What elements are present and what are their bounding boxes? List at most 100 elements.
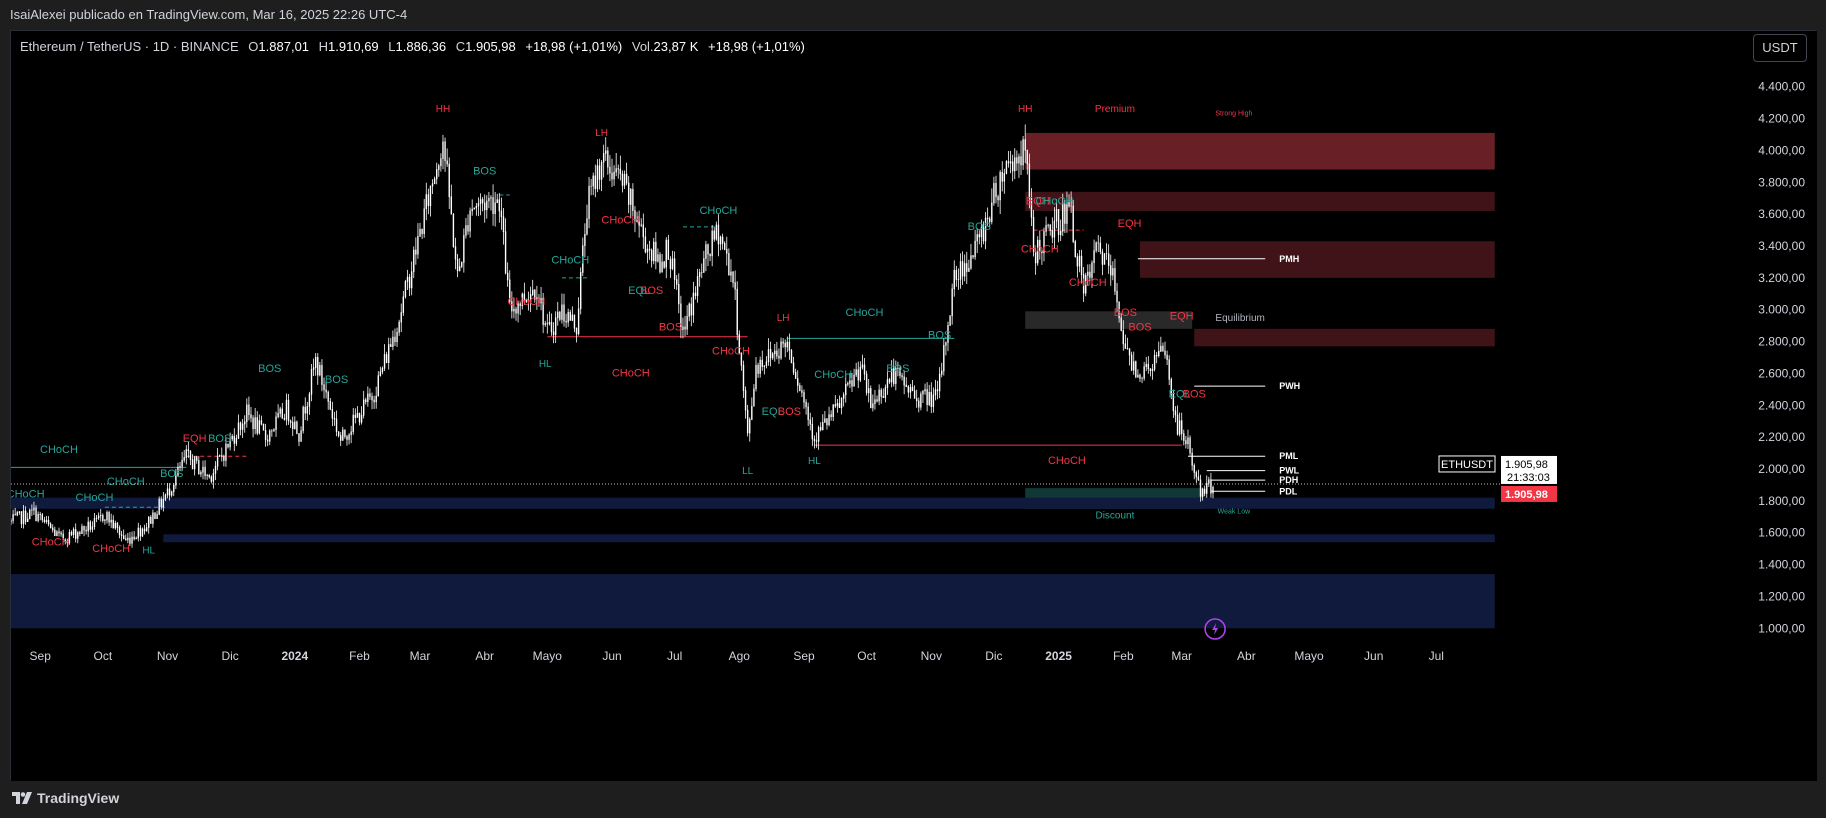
level-label: PML bbox=[1279, 451, 1299, 461]
structure-label: EQH bbox=[1026, 196, 1050, 208]
y-axis-tick-label: 2.800,00 bbox=[1758, 335, 1805, 349]
structure-label: BOS bbox=[325, 374, 348, 386]
x-axis-tick-label: Feb bbox=[349, 649, 370, 663]
price-tag-value: 1.905,98 bbox=[1505, 459, 1548, 471]
structure-label: CHoCH bbox=[601, 215, 639, 227]
x-axis-tick-label: Jul bbox=[1429, 649, 1444, 663]
countdown: 21:33:03 bbox=[1507, 472, 1550, 484]
y-axis-tick-label: 1.800,00 bbox=[1758, 494, 1805, 508]
structure-label: CHoCH bbox=[507, 296, 545, 308]
x-axis-tick-label: Jul bbox=[667, 649, 682, 663]
open-label: O bbox=[248, 39, 259, 54]
structure-label: EQH bbox=[1118, 218, 1142, 230]
structure-label: CHoCH bbox=[1035, 196, 1073, 208]
structure-label: EQH bbox=[1170, 310, 1194, 322]
structure-label: BOS bbox=[968, 221, 991, 233]
chart-frame[interactable]: PMH PWH PML PWL PDH PDL HH LH HH Premium Strong H… bbox=[10, 30, 1817, 781]
x-axis-tick-label: 2024 bbox=[281, 649, 308, 663]
level-label: PWH bbox=[1279, 381, 1300, 391]
candles-layer bbox=[11, 124, 1214, 548]
low-label: L bbox=[388, 39, 396, 54]
x-axis-bg bbox=[11, 641, 1817, 781]
structure-label: BOS bbox=[1128, 321, 1151, 333]
x-axis-tick-label: 2025 bbox=[1045, 649, 1072, 663]
zones-layer bbox=[11, 132, 1495, 629]
level-label: PDH bbox=[1279, 475, 1298, 485]
structure-label: HL bbox=[539, 359, 552, 370]
zone-box bbox=[11, 574, 1495, 629]
structure-label: CHoCH bbox=[32, 536, 70, 548]
x-axis-tick-label: Mar bbox=[410, 649, 431, 663]
structure-label: CHoCH bbox=[107, 476, 145, 488]
structure-label: LH bbox=[777, 313, 790, 324]
level-label: PMH bbox=[1279, 254, 1299, 264]
y-axis-tick-label: 3.000,00 bbox=[1758, 303, 1805, 317]
structure-label: BOS bbox=[1114, 307, 1137, 319]
structure-label: CHoCH bbox=[1048, 455, 1086, 467]
x-axis-tick-label: Dic bbox=[985, 649, 1002, 663]
structure-label: CHoCH bbox=[612, 368, 650, 380]
symbol-header: Ethereum / TetherUS · 1D · BINANCE O1.88… bbox=[20, 39, 805, 54]
low-value: 1.886,36 bbox=[395, 39, 447, 54]
close-label: C bbox=[455, 39, 466, 54]
top-caption: IsaiAlexei publicado en TradingView.com,… bbox=[10, 7, 408, 22]
structure-label: CHoCH bbox=[1069, 277, 1107, 289]
y-axis-tick-label: 2.000,00 bbox=[1758, 462, 1805, 476]
y-axis-tick-label: 3.600,00 bbox=[1758, 207, 1805, 221]
level-label: PDL bbox=[1279, 486, 1298, 496]
x-axis-tick-label: Nov bbox=[921, 649, 942, 663]
x-axis-tick-label: Ago bbox=[729, 649, 751, 663]
zone-box bbox=[11, 497, 1495, 509]
structure-label: BOS bbox=[778, 406, 801, 418]
y-axis-tick-label: 4.000,00 bbox=[1758, 143, 1805, 157]
structure-label: CHoCH bbox=[1021, 243, 1059, 255]
volume-value: 23,87 K bbox=[653, 39, 699, 54]
x-axis-tick-label: Abr bbox=[475, 649, 494, 663]
x-axis-tick-label: Oct bbox=[857, 649, 876, 663]
open-value: 1.887,01 bbox=[258, 39, 310, 54]
structure-label: BOS bbox=[886, 363, 909, 375]
structure-label: Equilibrium bbox=[1215, 313, 1264, 324]
x-axis-tick-label: Sep bbox=[30, 649, 52, 663]
structure-lines-layer bbox=[11, 194, 1182, 508]
zone-box bbox=[1139, 241, 1495, 278]
high-label: H bbox=[318, 39, 329, 54]
zone-box bbox=[163, 534, 1495, 543]
symbol-name[interactable]: Ethereum / TetherUS · 1D · BINANCE bbox=[20, 39, 239, 54]
x-axis-tick-label: Sep bbox=[793, 649, 815, 663]
change-value: +18,98 (+1,01%) bbox=[525, 39, 623, 54]
currency-button[interactable]: USDT bbox=[1753, 34, 1807, 62]
x-axis-tick-label: Mar bbox=[1171, 649, 1192, 663]
y-axis-tick-label: 1.400,00 bbox=[1758, 558, 1805, 572]
y-axis-tick-label: 1.000,00 bbox=[1758, 621, 1805, 635]
structure-label: CHoCH bbox=[76, 492, 114, 504]
structure-label: BOS bbox=[473, 165, 496, 177]
y-axis-tick-label: 4.400,00 bbox=[1758, 80, 1805, 94]
structure-label: Weak Low bbox=[1218, 509, 1251, 516]
y-axis-tick-label: 3.400,00 bbox=[1758, 239, 1805, 253]
structure-label: HH bbox=[436, 104, 450, 115]
structure-label: BOS bbox=[1183, 388, 1206, 400]
level-label: PWL bbox=[1279, 466, 1299, 476]
y-axis-tick-label: 2.200,00 bbox=[1758, 430, 1805, 444]
y-axis-tick-label: 3.200,00 bbox=[1758, 271, 1805, 285]
zone-box bbox=[1025, 191, 1495, 211]
y-axis-tick-label: 3.800,00 bbox=[1758, 175, 1805, 189]
footer-logo[interactable]: TradingView bbox=[12, 790, 119, 806]
last-price-tag-box bbox=[1501, 485, 1557, 502]
structure-label: Premium bbox=[1095, 104, 1135, 115]
x-axis: Sep Oct Nov Dic 2024 Feb Mar Abr Mayo Jun Jul Ago Se… bbox=[11, 641, 1817, 781]
structure-label: BOS bbox=[160, 468, 183, 480]
structure-label: CHoCH bbox=[712, 345, 750, 357]
zone-box bbox=[1025, 311, 1193, 329]
structure-label: CHoCH bbox=[11, 489, 45, 501]
symbol-tag: ETHUSDT bbox=[1441, 459, 1493, 471]
y-axis-tick-label: 4.200,00 bbox=[1758, 112, 1805, 126]
x-axis-tick-label: Feb bbox=[1113, 649, 1134, 663]
x-axis-tick-label: Jun bbox=[602, 649, 621, 663]
structure-label: BOS bbox=[258, 363, 281, 375]
last-price-tag: 1.905,98 bbox=[1505, 489, 1548, 501]
